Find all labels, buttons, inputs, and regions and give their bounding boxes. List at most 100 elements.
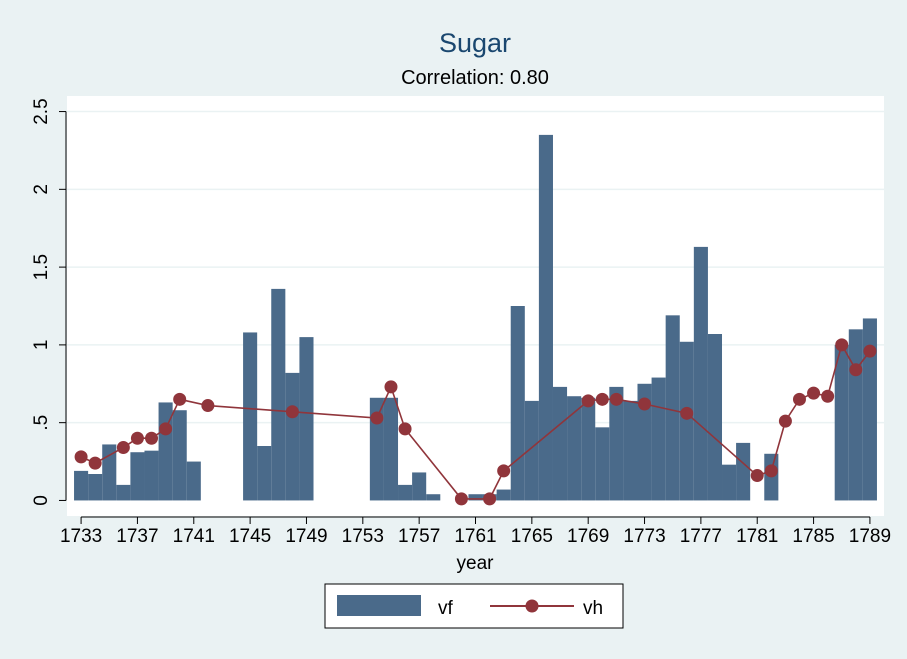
bar-vf (581, 397, 596, 501)
legend-label-vf: vf (438, 598, 454, 619)
bar-vf (538, 134, 553, 501)
x-tick-label: 1733 (60, 526, 102, 547)
x-tick-label: 1757 (398, 526, 440, 547)
bar-vf (637, 383, 652, 501)
point-vh (807, 386, 821, 400)
bar-vf (412, 472, 427, 501)
chart-subtitle: Correlation: 0.80 (401, 67, 549, 89)
y-tick-label: 2 (31, 184, 52, 195)
bar-vf (623, 400, 638, 501)
bar-vf (299, 337, 314, 501)
point-vh (285, 405, 299, 419)
bar-vf (116, 484, 131, 501)
point-vh (130, 431, 144, 445)
point-vh (370, 411, 384, 425)
bar-vf (679, 341, 694, 501)
vf-bars (74, 134, 877, 501)
bar-vf (243, 332, 258, 501)
bar-vf (144, 450, 159, 501)
bar-vf (862, 318, 877, 501)
point-vh (145, 431, 159, 445)
point-vh (849, 363, 863, 377)
point-vh (116, 441, 130, 455)
bar-vf (707, 334, 723, 501)
y-tick-label: .5 (31, 415, 52, 431)
x-tick-label: 1749 (285, 526, 327, 547)
point-vh (454, 492, 468, 506)
bar-vf (130, 452, 145, 501)
bar-vf (172, 410, 187, 501)
bar-vf (102, 444, 117, 501)
point-vh (750, 469, 764, 483)
plot-area (67, 96, 884, 516)
chart-title: Sugar (439, 28, 511, 58)
x-tick-label: 1761 (454, 526, 496, 547)
legend: vf vh (324, 583, 624, 629)
x-tick-label: 1745 (229, 526, 271, 547)
point-vh (173, 392, 187, 406)
point-vh (778, 414, 792, 428)
point-vh (821, 389, 835, 403)
point-vh (835, 338, 849, 352)
point-vh (764, 464, 778, 478)
bar-vf (426, 494, 441, 501)
bar-vf (552, 386, 568, 501)
bar-vf (567, 396, 582, 501)
bar-vf (693, 246, 708, 501)
point-vh (863, 344, 877, 358)
vh-line (74, 338, 877, 506)
point-vh (595, 392, 609, 406)
bar-vf (609, 386, 624, 501)
point-vh (497, 464, 511, 478)
bar-vf (736, 442, 751, 501)
x-tick-label: 1785 (792, 526, 834, 547)
point-vh (74, 450, 88, 464)
bar-vf (665, 315, 680, 501)
x-tick-label: 1777 (680, 526, 722, 547)
bar-vf (88, 474, 103, 501)
bar-vf (496, 489, 511, 501)
point-vh (201, 399, 215, 413)
axes: 0 .5 1 1.5 2 2.5 1733 1737 1741 1745 1749 1753 1757 1… (31, 98, 891, 547)
legend-marker-vh (525, 599, 539, 613)
grid-lines (67, 110, 884, 424)
point-vh (384, 380, 398, 394)
point-vh (159, 422, 173, 436)
legend-label-vh: vh (583, 598, 603, 619)
point-vh (638, 397, 652, 411)
bar-vf (834, 344, 849, 501)
x-tick-label: 1781 (736, 526, 778, 547)
y-tick-label: 2.5 (31, 98, 52, 124)
x-tick-label: 1769 (567, 526, 609, 547)
bar-vf (186, 461, 201, 501)
bar-vf (595, 427, 610, 501)
x-tick-label: 1741 (173, 526, 215, 547)
bar-vf (510, 306, 525, 501)
point-vh (88, 456, 102, 470)
bar-vf (383, 397, 399, 501)
y-tick-label: 1 (31, 340, 52, 351)
x-tick-label: 1765 (511, 526, 553, 547)
point-vh (581, 394, 595, 408)
x-tick-label: 1789 (849, 526, 891, 547)
bar-vf (722, 464, 737, 501)
point-vh (680, 406, 694, 420)
bar-vf (398, 484, 413, 501)
x-tick-label: 1753 (342, 526, 384, 547)
y-tick-label: 1.5 (31, 254, 52, 280)
bar-vf (285, 372, 300, 501)
y-tick-label: 0 (31, 495, 52, 506)
bar-vf (848, 329, 863, 501)
point-vh (483, 492, 497, 506)
point-vh (609, 392, 623, 406)
legend-swatch-vf (337, 595, 421, 616)
bar-vf (468, 494, 483, 501)
x-axis-title: year (457, 553, 495, 574)
bar-vf (257, 446, 272, 501)
x-tick-label: 1737 (116, 526, 158, 547)
point-vh (398, 422, 412, 436)
bar-vf (524, 400, 539, 501)
bar-vf (651, 377, 666, 501)
